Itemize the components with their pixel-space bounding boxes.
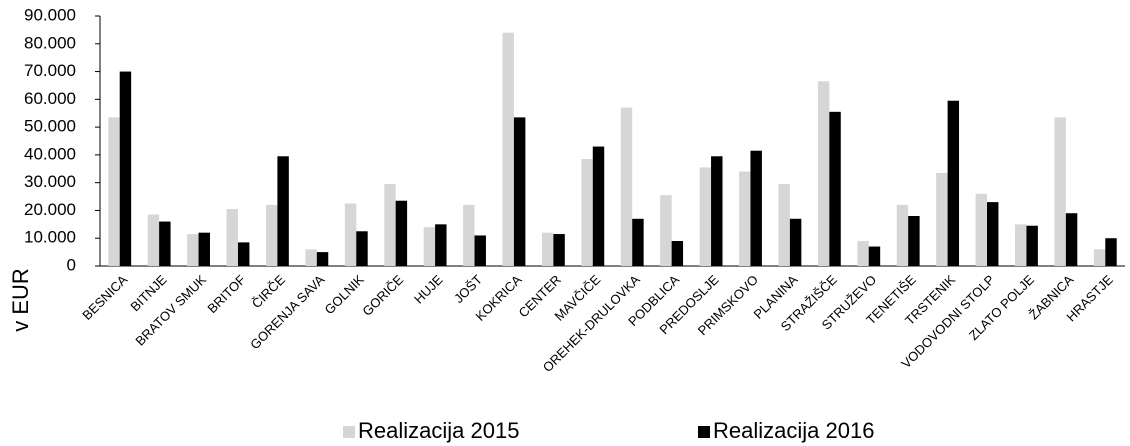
y-tick-label: 0 <box>67 255 76 274</box>
bar <box>395 200 408 266</box>
bar <box>592 146 605 266</box>
bar <box>384 184 396 266</box>
bar <box>147 214 160 266</box>
x-tick-label: BRATOV SMUK <box>132 272 209 349</box>
bar <box>316 252 329 266</box>
bar <box>620 107 633 267</box>
y-tick-label: 70.000 <box>24 61 76 80</box>
bar <box>699 167 712 266</box>
x-tick-label: GORIČE <box>359 272 406 319</box>
y-tick-label: 90.000 <box>24 5 76 24</box>
bar <box>356 231 368 266</box>
bar <box>305 249 317 266</box>
x-tick-label: BRITOF <box>204 272 248 316</box>
bar <box>423 227 436 266</box>
bar <box>1065 213 1078 266</box>
bar <box>1026 225 1038 266</box>
legend-label: Realizacija 2016 <box>713 418 874 443</box>
bar <box>1015 224 1027 266</box>
y-tick-label: 40.000 <box>24 144 76 163</box>
bar <box>265 204 278 266</box>
bar <box>159 221 171 266</box>
bar <box>463 204 475 266</box>
bar <box>711 156 723 266</box>
legend-swatch <box>343 426 355 438</box>
x-tick-label: GORENJA SAVA <box>247 272 327 352</box>
bar <box>277 156 289 266</box>
bar <box>936 172 948 266</box>
y-tick-label: 10.000 <box>24 228 76 247</box>
y-tick-label: 20.000 <box>24 200 76 219</box>
bar <box>513 117 526 266</box>
bar <box>632 218 644 266</box>
y-tick-label: 50.000 <box>24 117 76 136</box>
bar <box>108 117 120 266</box>
bar <box>1093 249 1106 266</box>
bar <box>119 71 132 266</box>
bar <box>750 150 762 266</box>
bar <box>581 159 593 266</box>
bar <box>1105 238 1117 266</box>
y-tick-label: 30.000 <box>24 172 76 191</box>
y-axis-label: v EUR <box>8 268 33 332</box>
bar <box>553 234 565 266</box>
bar <box>857 241 869 266</box>
bar <box>975 193 988 266</box>
bar <box>739 171 751 266</box>
bar <box>896 204 909 266</box>
bar <box>947 100 960 266</box>
legend-label: Realizacija 2015 <box>358 418 519 443</box>
bar <box>778 184 790 266</box>
bar <box>868 246 881 266</box>
bar <box>1054 117 1066 266</box>
bar <box>660 195 672 266</box>
bar <box>237 242 250 266</box>
bar <box>198 232 210 266</box>
bar <box>908 216 920 266</box>
y-tick-label: 60.000 <box>24 89 76 108</box>
legend-swatch <box>698 426 710 438</box>
bar <box>435 224 447 266</box>
bar <box>344 203 357 266</box>
bar <box>226 209 238 266</box>
bar <box>817 81 830 267</box>
x-tick-label: BESNICA <box>79 272 130 323</box>
bar <box>474 235 486 266</box>
bar <box>187 234 199 266</box>
bar <box>671 241 684 266</box>
bar <box>789 218 802 266</box>
y-tick-label: 80.000 <box>24 33 76 52</box>
x-tick-label: HUJE <box>411 272 446 307</box>
bar <box>541 232 554 266</box>
bar <box>829 111 841 266</box>
bar <box>502 32 514 266</box>
bar <box>987 202 999 266</box>
x-tick-label: JOŠT <box>451 272 485 306</box>
